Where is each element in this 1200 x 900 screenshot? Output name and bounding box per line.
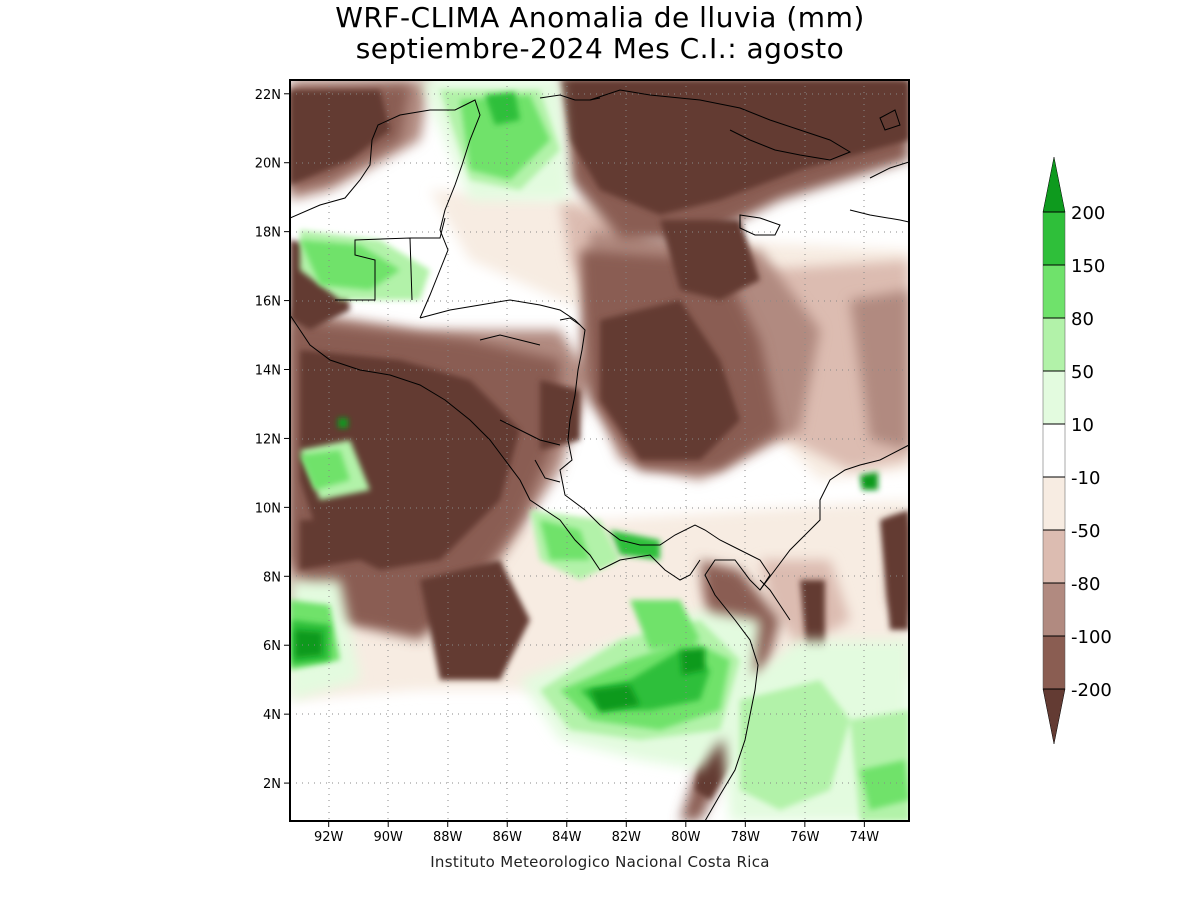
- title-line-1: WRF-CLIMA Anomalia de lluvia (mm): [335, 1, 865, 34]
- colorbar-label: -80: [1071, 574, 1100, 595]
- credit-text: Instituto Meteorologico Nacional Costa R…: [430, 853, 770, 871]
- colorbar-box: [1043, 265, 1065, 318]
- colorbar-box: [1043, 636, 1065, 689]
- colorbar-label: 150: [1071, 256, 1105, 277]
- lat-tick-label: 6N: [263, 639, 281, 654]
- colorbar-box: [1043, 318, 1065, 371]
- lon-tick-label: 76W: [790, 830, 820, 845]
- lat-tick-label: 2N: [263, 777, 281, 792]
- lat-tick-label: 12N: [255, 432, 281, 447]
- colorbar-label: -50: [1071, 521, 1100, 542]
- colorbar-box: [1043, 477, 1065, 530]
- coastlines: [290, 89, 909, 821]
- colorbar-box: [1043, 583, 1065, 636]
- colorbar-label: -100: [1071, 627, 1112, 648]
- colorbar-label: -10: [1071, 468, 1100, 489]
- colorbar-label: 10: [1071, 415, 1094, 436]
- map-title: WRF-CLIMA Anomalia de lluvia (mm) septie…: [0, 2, 1200, 64]
- colorbar-bottom-arrow: [1042, 688, 1066, 745]
- lon-tick-label: 78W: [731, 830, 761, 845]
- colorbar-label: 200: [1071, 203, 1105, 224]
- lat-tick-label: 22N: [255, 88, 281, 103]
- colorbar-box: [1043, 424, 1065, 477]
- lat-tick-label: 14N: [255, 364, 281, 379]
- lat-tick-label: 8N: [263, 570, 281, 585]
- lon-tick-label: 92W: [314, 830, 344, 845]
- colorbar-label: 50: [1071, 362, 1094, 383]
- lon-tick-label: 74W: [850, 830, 880, 845]
- lon-tick-label: 86W: [493, 830, 523, 845]
- title-line-2: septiembre-2024 Mes C.I.: agosto: [355, 32, 845, 65]
- colorbar-box: [1043, 530, 1065, 583]
- colorbar: 200 150 80 50 10 -10 -50 -80 -100 -200: [1042, 156, 1112, 745]
- colorbar-box: [1043, 371, 1065, 424]
- lon-tick-label: 80W: [671, 830, 701, 845]
- longitude-axis: 92W 90W 88W 86W 84W 82W 80W 78W 76W 74W: [314, 821, 879, 845]
- lat-tick-label: 10N: [255, 501, 281, 516]
- rainfall-anomaly-field: [290, 80, 909, 821]
- map-frame: [289, 79, 910, 822]
- lat-tick-label: 16N: [255, 295, 281, 310]
- lat-tick-label: 4N: [263, 708, 281, 723]
- lat-tick-label: 18N: [255, 226, 281, 241]
- colorbar-label: 80: [1071, 309, 1094, 330]
- lat-tick-label: 20N: [255, 157, 281, 172]
- colorbar-box: [1043, 212, 1065, 265]
- colorbar-label: -200: [1071, 680, 1112, 701]
- lon-tick-label: 90W: [374, 830, 404, 845]
- lon-tick-label: 88W: [433, 830, 463, 845]
- lon-tick-label: 82W: [612, 830, 642, 845]
- latitude-axis: 22N 20N 18N 16N 14N 12N 10N 8N 6N 4N 2N: [255, 88, 290, 792]
- lon-tick-label: 84W: [552, 830, 582, 845]
- colorbar-top-arrow: [1042, 156, 1066, 213]
